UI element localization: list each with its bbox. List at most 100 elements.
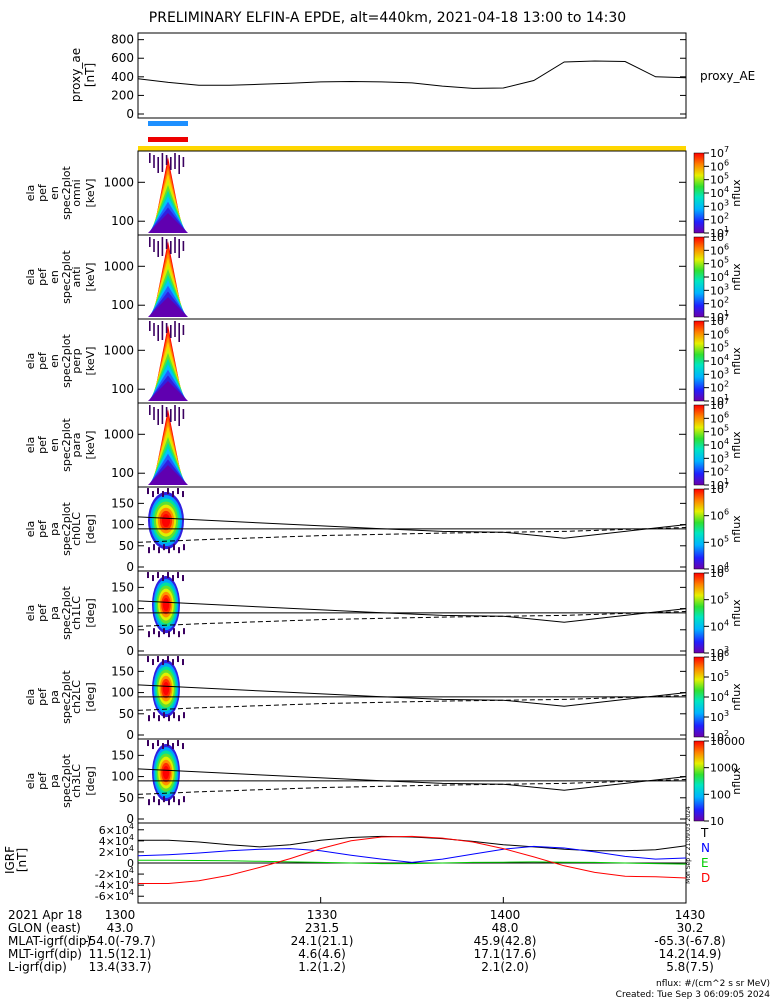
y-axis-label: ela [24, 689, 37, 706]
orbit-row-value: 2.1(2.0) [481, 960, 529, 974]
spectrogram-cell [183, 544, 185, 551]
colorbar [693, 236, 705, 318]
colorbar-label: nflux [730, 347, 743, 375]
y-axis-label: para [70, 433, 83, 458]
spectrogram-cell [149, 153, 151, 163]
colorbar-tick-label: 103 [710, 366, 729, 381]
igrf-series-E [138, 859, 687, 865]
y-axis-label: [keV] [84, 263, 97, 292]
colorbar-label: nflux [730, 431, 743, 459]
spectrogram-cell [147, 740, 149, 747]
spectrogram-cell [162, 598, 170, 612]
y-tick-label: 0 [126, 107, 134, 121]
colorbar-tick-label: 104 [710, 618, 729, 633]
colorbar-label: nflux [730, 767, 743, 795]
colorbar [693, 572, 705, 654]
colorbar-label: nflux [730, 599, 743, 627]
y-axis-label: [nT] [83, 63, 97, 87]
colorbar-label: nflux [730, 515, 743, 543]
panel-ch3LC [137, 738, 709, 824]
spectrogram-cell [148, 547, 150, 554]
y-axis-label: ch3LC [70, 764, 83, 798]
y-axis-label: pef [36, 267, 49, 286]
y-tick-label: 2×104 [99, 844, 134, 859]
colorbar-tick-label: 101 [710, 225, 729, 240]
spectrogram-cell [177, 488, 179, 495]
y-tick-label: 100 [111, 298, 134, 312]
orbit-row-value: 30.2 [677, 921, 704, 935]
orbit-row-label: GLON (east) [8, 921, 81, 935]
colorbar-tick-label: 106 [710, 242, 729, 257]
spectrogram-cell [157, 157, 159, 173]
orbit-row-label: MLAT-igrf(dip) [8, 934, 91, 948]
loss-cone-line [137, 768, 687, 791]
y-axis-label: [keV] [84, 179, 97, 208]
y-tick-label: 100 [111, 602, 134, 616]
orbit-row-value: 14.2(14.9) [659, 947, 722, 961]
y-axis-label: pef [36, 351, 49, 370]
spectrogram-cell [163, 712, 165, 719]
science-zone-marker [148, 121, 188, 126]
spectrogram-cell [174, 153, 176, 169]
orbit-row-value: 1330 [307, 908, 338, 922]
spectrogram-cell [163, 796, 165, 803]
antiloss-cone-line [137, 527, 687, 543]
igrf-series-N [137, 845, 687, 863]
colorbar-tick-label: 101 [710, 477, 729, 492]
y-axis-label: pef [36, 519, 49, 538]
proxy-ae-frame [137, 32, 687, 119]
spectrogram-cell [158, 715, 160, 722]
y-axis-label: en [48, 438, 61, 452]
spectrogram-cell [149, 405, 151, 415]
y-axis-label: spec2plot [60, 502, 73, 556]
science-zone-marker [148, 137, 188, 142]
y-tick-label: 100 [111, 382, 134, 396]
colorbar [693, 740, 705, 822]
plot-title: PRELIMINARY ELFIN-A EPDE, alt=440km, 202… [148, 10, 627, 26]
spectrogram-cell [173, 628, 175, 635]
spectrogram-cell [174, 321, 176, 337]
y-axis-label: spec2plot [60, 586, 73, 640]
spectrogram-cell [152, 491, 154, 498]
y-axis-label: ch0LC [70, 512, 83, 546]
spectrogram-cell [157, 241, 159, 257]
spectrogram-cell [177, 656, 179, 663]
y-tick-label: 150 [111, 748, 134, 762]
spectrogram-cell [177, 740, 179, 747]
panel-perp [137, 318, 709, 404]
spectrogram-cell [183, 796, 185, 803]
spectrogram-cell [161, 405, 164, 424]
spectrogram-cell [170, 409, 172, 422]
y-tick-label: 600 [111, 51, 134, 65]
colorbar-tick-label: 103 [710, 645, 729, 660]
side-timestamp: Mon Sep 2 21:09:03 2024 [685, 806, 692, 884]
spectrogram-cell [153, 323, 155, 336]
spectrogram-cell [147, 572, 149, 579]
y-tick-label: 100 [111, 214, 134, 228]
y-axis-label: [keV] [84, 431, 97, 460]
spectrogram-cell [178, 631, 180, 638]
spectrogram-cell [165, 239, 168, 249]
spectrogram-cell [170, 241, 172, 254]
y-axis-label: ch1LC [70, 596, 83, 630]
colorbar [693, 320, 705, 402]
spectrogram-cell [182, 241, 185, 251]
spectrogram-cell [158, 547, 160, 554]
igrf-series-T [138, 835, 687, 852]
spectrogram-cell [173, 796, 175, 803]
spectrogram-cell [161, 153, 164, 172]
y-axis-label: spec2plot [60, 754, 73, 808]
spectrogram-cell [165, 407, 168, 417]
panel-frame [137, 150, 687, 236]
spectrogram-cell [153, 712, 155, 719]
spectrogram-cell [167, 488, 169, 495]
orbit-row-label: 2021 Apr 18 [8, 908, 82, 922]
colorbar-tick-label: 102 [710, 296, 729, 311]
spectrogram-cell [153, 628, 155, 635]
antiloss-cone-line [137, 695, 687, 711]
orbit-row-value: 45.9(42.8) [474, 934, 537, 948]
spectrogram-cell [174, 237, 176, 253]
spectrogram-cell [148, 465, 188, 485]
orbit-row-value: 4.6(4.6) [298, 947, 346, 961]
